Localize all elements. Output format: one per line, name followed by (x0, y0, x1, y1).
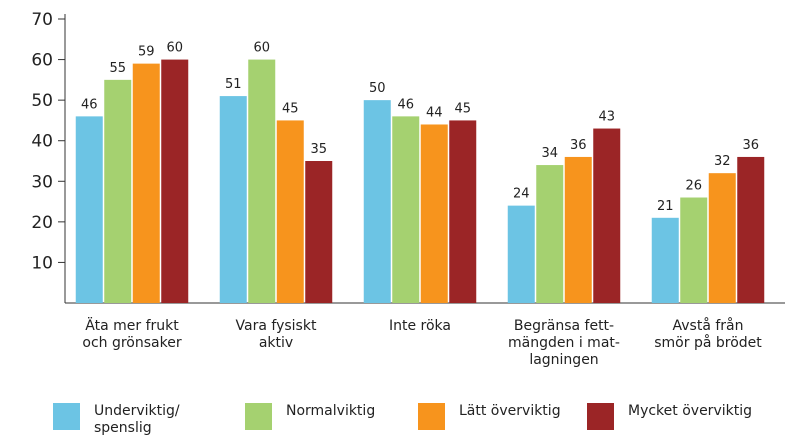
bar (564, 156, 592, 303)
bar (132, 63, 160, 303)
bar (219, 96, 247, 303)
value-label: 36 (570, 138, 587, 153)
value-label: 32 (714, 154, 731, 169)
legend-label: Normalviktig (286, 403, 376, 419)
value-label: 60 (166, 41, 183, 56)
legend-item: Lätt överviktig (418, 403, 569, 430)
bar (363, 100, 391, 304)
bar (305, 161, 333, 303)
legend-swatch (245, 403, 272, 430)
x-tick-label: mängden i mat- (508, 335, 620, 351)
bar (248, 59, 276, 304)
legend-label: Mycket överviktig (628, 403, 752, 419)
bar (651, 217, 679, 303)
value-label: 44 (426, 105, 443, 120)
value-label: 46 (81, 97, 98, 112)
bar (507, 205, 535, 303)
y-tick-label: 70 (31, 10, 53, 30)
bar (420, 124, 448, 303)
bar (161, 59, 189, 304)
value-label: 51 (225, 77, 242, 92)
x-tick-label: Avstå från (673, 317, 744, 334)
y-tick-label: 60 (31, 51, 53, 71)
value-label: 26 (685, 179, 702, 194)
x-tick-label: Inte röka (389, 318, 451, 334)
x-tick-label: Äta mer frukt (85, 316, 179, 334)
bar (276, 120, 304, 303)
bar (75, 116, 103, 303)
legend-item: Mycket överviktig (587, 403, 788, 430)
legend-label: Underviktig/ spenslig (94, 403, 180, 436)
y-tick-label: 10 (31, 253, 53, 273)
value-label: 24 (513, 187, 530, 202)
value-label: 21 (657, 199, 674, 214)
x-tick-label: smör på brödet (654, 334, 762, 351)
legend-label: Lätt överviktig (459, 403, 561, 419)
y-tick-label: 40 (31, 132, 53, 152)
legend-swatch (53, 403, 80, 430)
bar (104, 79, 132, 303)
value-label: 50 (369, 81, 386, 96)
y-tick-label: 20 (31, 213, 53, 233)
legend-swatch (587, 403, 614, 430)
legend-item: Normalviktig (245, 403, 396, 430)
y-tick-label: 50 (31, 91, 53, 111)
bar (680, 197, 708, 303)
value-label: 46 (397, 97, 414, 112)
x-tick-label: och grönsaker (82, 335, 181, 351)
bar (392, 116, 420, 303)
value-label: 55 (109, 61, 126, 76)
value-label: 35 (310, 142, 327, 157)
x-tick-label: Vara fysiskt (236, 318, 317, 334)
value-label: 45 (282, 101, 299, 116)
value-label: 45 (454, 101, 471, 116)
value-label: 36 (742, 138, 759, 153)
y-tick-label: 30 (31, 172, 53, 192)
value-label: 43 (598, 110, 615, 125)
x-tick-label: aktiv (259, 335, 293, 351)
bar (737, 156, 765, 303)
value-label: 60 (253, 41, 270, 56)
x-tick-label: lagningen (529, 352, 598, 368)
bar (708, 173, 736, 303)
legend-swatch (418, 403, 445, 430)
legend-item: Underviktig/ spenslig (53, 403, 204, 437)
bar (449, 120, 477, 303)
x-tick-label: Begränsa fett- (514, 318, 614, 334)
bar (536, 165, 564, 303)
value-label: 34 (541, 146, 558, 161)
bar (593, 128, 621, 303)
value-label: 59 (138, 45, 155, 60)
